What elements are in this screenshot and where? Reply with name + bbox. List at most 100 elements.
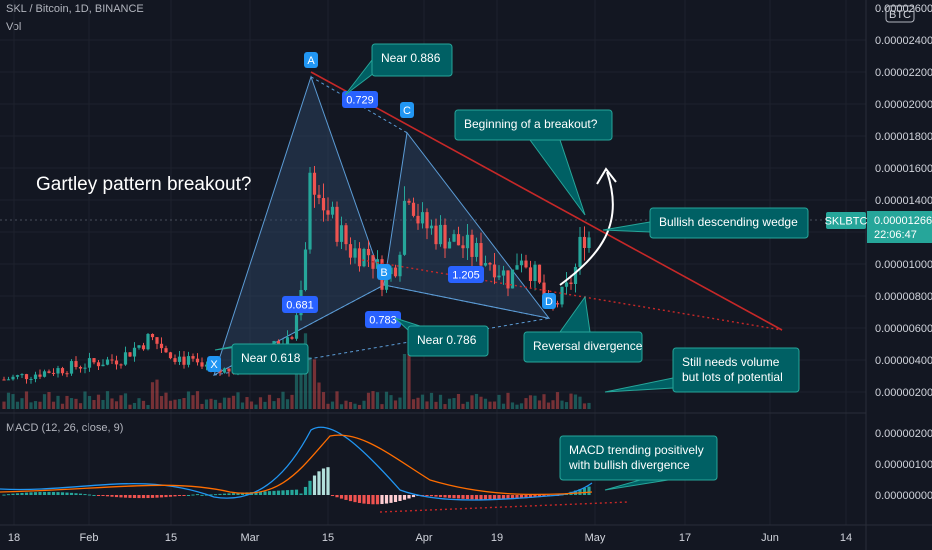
currency-badge-text: BTC <box>889 9 911 21</box>
macd-histogram-bar <box>263 491 267 495</box>
macd-histogram-bar <box>497 495 501 500</box>
volume-bar <box>137 398 141 409</box>
volume-bar <box>69 398 74 409</box>
volume-bar <box>150 382 155 409</box>
candle-body <box>510 269 515 289</box>
macd-histogram-bar <box>155 495 159 498</box>
volume-bar <box>173 399 177 409</box>
y-tick-label: 0.00000400 <box>875 355 932 367</box>
candle-body <box>353 248 357 258</box>
macd-histogram-bar <box>132 495 137 499</box>
macd-histogram-bar <box>519 495 524 499</box>
fib-box <box>282 296 318 313</box>
volume-bar <box>443 404 447 409</box>
macd-histogram-bar <box>362 495 366 504</box>
macd-histogram-bar <box>137 495 141 499</box>
macd-histogram-bar <box>578 489 582 495</box>
callout-breakout-text: Beginning of a breakout? <box>464 117 598 131</box>
candle-body <box>56 368 60 374</box>
volume-bar <box>389 395 393 409</box>
macd-histogram-bar <box>366 495 371 505</box>
macd-histogram-bar <box>177 495 182 496</box>
macd-histogram-bar <box>195 494 200 496</box>
volume-bar <box>407 354 411 409</box>
candle-body <box>290 337 294 339</box>
macd-histogram-bar <box>168 495 173 497</box>
macd-line <box>0 426 593 501</box>
candle-body <box>465 234 470 249</box>
macd-histogram-bar <box>371 495 375 505</box>
pattern-bd <box>383 284 550 319</box>
candle-body <box>60 368 65 374</box>
macd-histogram-bar <box>533 495 537 498</box>
x-tick-label: 14 <box>840 532 852 544</box>
candle-body <box>20 374 24 376</box>
volume-bar <box>452 398 456 409</box>
volume-bar <box>317 382 321 409</box>
volume-bar <box>33 401 38 409</box>
volume-bar <box>74 398 78 409</box>
volume-bar <box>218 402 222 409</box>
macd-histogram-bar <box>384 495 389 504</box>
callout-reversal <box>523 331 643 363</box>
macd-histogram-bar <box>56 492 60 495</box>
macd-histogram-bar <box>96 495 101 496</box>
volume-bar <box>483 398 488 409</box>
macd-histogram-bar <box>528 495 533 498</box>
countdown-text: 22:06:47 <box>874 229 917 241</box>
macd-histogram-bar <box>231 493 236 495</box>
point-label-x: X <box>210 359 218 371</box>
volume-bar <box>299 348 303 409</box>
volume-bar <box>380 404 384 409</box>
volume-bar <box>290 394 294 409</box>
candle-body <box>474 243 479 257</box>
point-badge <box>304 52 318 68</box>
volume-bar <box>533 395 537 409</box>
macd-histogram-bar <box>69 492 74 495</box>
candle-body <box>479 243 483 266</box>
macd-histogram-bar <box>92 494 96 496</box>
macd-histogram-bar <box>141 495 146 499</box>
volume-bar <box>492 401 497 409</box>
candle-body <box>182 356 186 365</box>
callout-volume-text: but lots of potential <box>682 370 783 384</box>
macd-histogram-bar <box>299 493 303 495</box>
candle-body <box>200 362 204 367</box>
fib-ratio: 0.681 <box>286 300 314 312</box>
candle-body <box>402 200 407 255</box>
macd-histogram-bar <box>393 495 398 503</box>
volume-bar <box>272 401 276 409</box>
candle-body <box>542 282 546 299</box>
macd-histogram-bar <box>186 494 191 496</box>
currency-badge <box>885 5 915 23</box>
macd-histogram-bar <box>443 495 447 498</box>
macd-histogram-bar <box>492 495 497 500</box>
callout-macd-tail <box>604 479 669 491</box>
fib-box <box>448 266 484 283</box>
callouts: Gartley pattern breakout? Near 0.886 Begin… <box>36 43 809 491</box>
candle-body <box>276 341 281 346</box>
volume-bar <box>573 394 578 409</box>
candle-body <box>222 368 227 373</box>
candle-body <box>15 375 20 377</box>
volume-bar <box>330 401 335 409</box>
candle-body <box>420 212 425 224</box>
macd-histogram-bar <box>380 495 384 505</box>
volume-bar <box>186 391 191 409</box>
candle-body <box>564 282 569 287</box>
macd-histogram-bar <box>339 495 344 499</box>
volume-bar <box>204 399 209 409</box>
macd-histogram-bar <box>123 495 128 498</box>
macd-histogram-bar <box>128 495 132 498</box>
macd-histogram-bar <box>78 493 83 495</box>
volume-bar <box>537 400 542 409</box>
callout-macd <box>559 435 718 481</box>
candle-body <box>137 345 141 348</box>
candle-body <box>173 358 177 362</box>
candle-body <box>186 356 191 365</box>
candle-body <box>308 172 312 250</box>
y-tick-label: 0.00002400 <box>875 35 932 47</box>
x-tick-label: Apr <box>415 532 432 544</box>
